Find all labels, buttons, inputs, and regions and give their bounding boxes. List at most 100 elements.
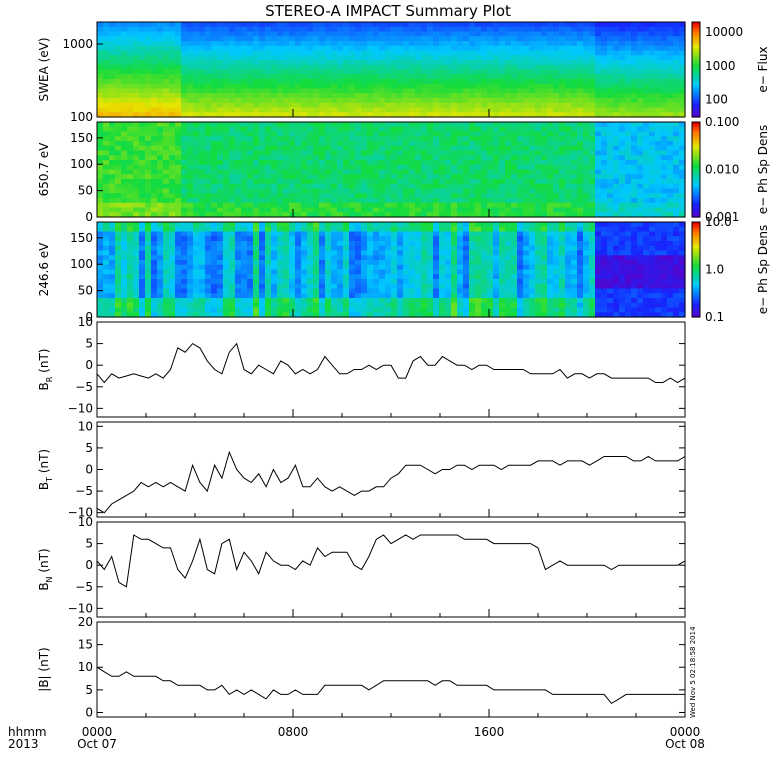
heat-cell [133,150,140,156]
heat-cell [145,283,152,290]
heat-cell [613,179,620,185]
heat-cell [331,150,338,156]
heat-cell [583,41,590,47]
heat-cell [211,160,218,166]
heat-cell [457,131,464,137]
heat-cell [241,279,248,285]
heat-cell [565,22,572,28]
heat-cell [271,160,278,166]
heat-cell [181,260,188,266]
heat-cell [433,212,440,218]
heat-cell [217,169,224,175]
heat-cell [427,64,434,71]
heat-cell [547,93,554,99]
heat-cell [331,174,338,180]
heat-cell [277,260,284,266]
heat-cell [367,193,374,199]
heat-cell [211,269,218,275]
heat-cell [325,207,332,213]
heat-cell [331,274,338,280]
heat-cell [295,179,302,185]
heat-cell [421,131,428,137]
heat-cell [433,102,440,109]
heat-cell [385,141,392,147]
heat-cell [523,41,530,47]
colorbar-step [692,26,700,30]
heat-cell [679,126,686,133]
heat-cell [553,126,560,133]
heat-cell [439,155,446,161]
heat-cell [451,202,458,209]
heat-cell [619,36,626,42]
heat-cell [247,307,254,313]
heat-cell [439,74,446,80]
heat-cell [451,31,458,37]
heat-cell [487,188,494,194]
heat-cell [151,231,158,237]
heat-cell [427,107,434,113]
heat-cell [271,293,278,299]
heat-cell [199,231,206,237]
heat-cell [121,236,128,242]
heat-cell [139,22,146,28]
heat-cell [523,179,530,185]
heat-cell [253,226,260,233]
heat-cell [499,198,506,204]
heat-cell [643,107,650,113]
heat-cell [97,112,104,118]
heat-cell [607,60,614,66]
heat-cell [229,164,236,171]
heat-cell [613,102,620,109]
heat-cell [445,45,452,52]
heat-cell [619,83,626,90]
heat-cell [307,64,314,71]
heat-cell [97,164,104,171]
heat-cell [625,102,632,109]
heat-cell [169,131,176,137]
heat-cell [211,241,218,247]
heat-cell [265,50,272,56]
heat-cell [637,207,644,213]
heat-cell [361,36,368,42]
heat-cell [649,136,656,142]
heat-cell [601,212,608,218]
heat-cell [367,302,374,309]
heat-cell [625,155,632,161]
heat-cell [547,55,554,61]
heat-cell [343,174,350,180]
heat-cell [307,298,314,304]
heat-cell [331,212,338,218]
heat-cell [241,26,248,33]
heat-cell [367,293,374,299]
heat-cell [361,107,368,113]
heat-cell [517,60,524,66]
heat-cell [667,212,674,218]
heat-cell [331,312,338,318]
heat-cell [535,74,542,80]
heat-cell [619,207,626,213]
heat-cell [589,31,596,37]
heat-cell [523,36,530,42]
heat-cell [379,183,386,190]
heat-cell [145,236,152,242]
heat-cell [385,122,392,128]
heat-cell [271,226,278,233]
heat-cell [265,307,272,313]
heat-cell [643,155,650,161]
heat-cell [109,307,116,313]
heat-cell [379,145,386,152]
heat-cell [241,283,248,290]
heat-cell [313,207,320,213]
heat-cell [523,88,530,94]
heat-cell [301,155,308,161]
heat-cell [373,50,380,56]
heat-cell [373,164,380,171]
heat-cell [385,245,392,252]
heat-cell [247,169,254,175]
heat-cell [631,26,638,33]
heat-cell [373,155,380,161]
heat-cell [169,193,176,199]
heat-cell [355,245,362,252]
heat-cell [211,307,218,313]
heat-cell [661,31,668,37]
